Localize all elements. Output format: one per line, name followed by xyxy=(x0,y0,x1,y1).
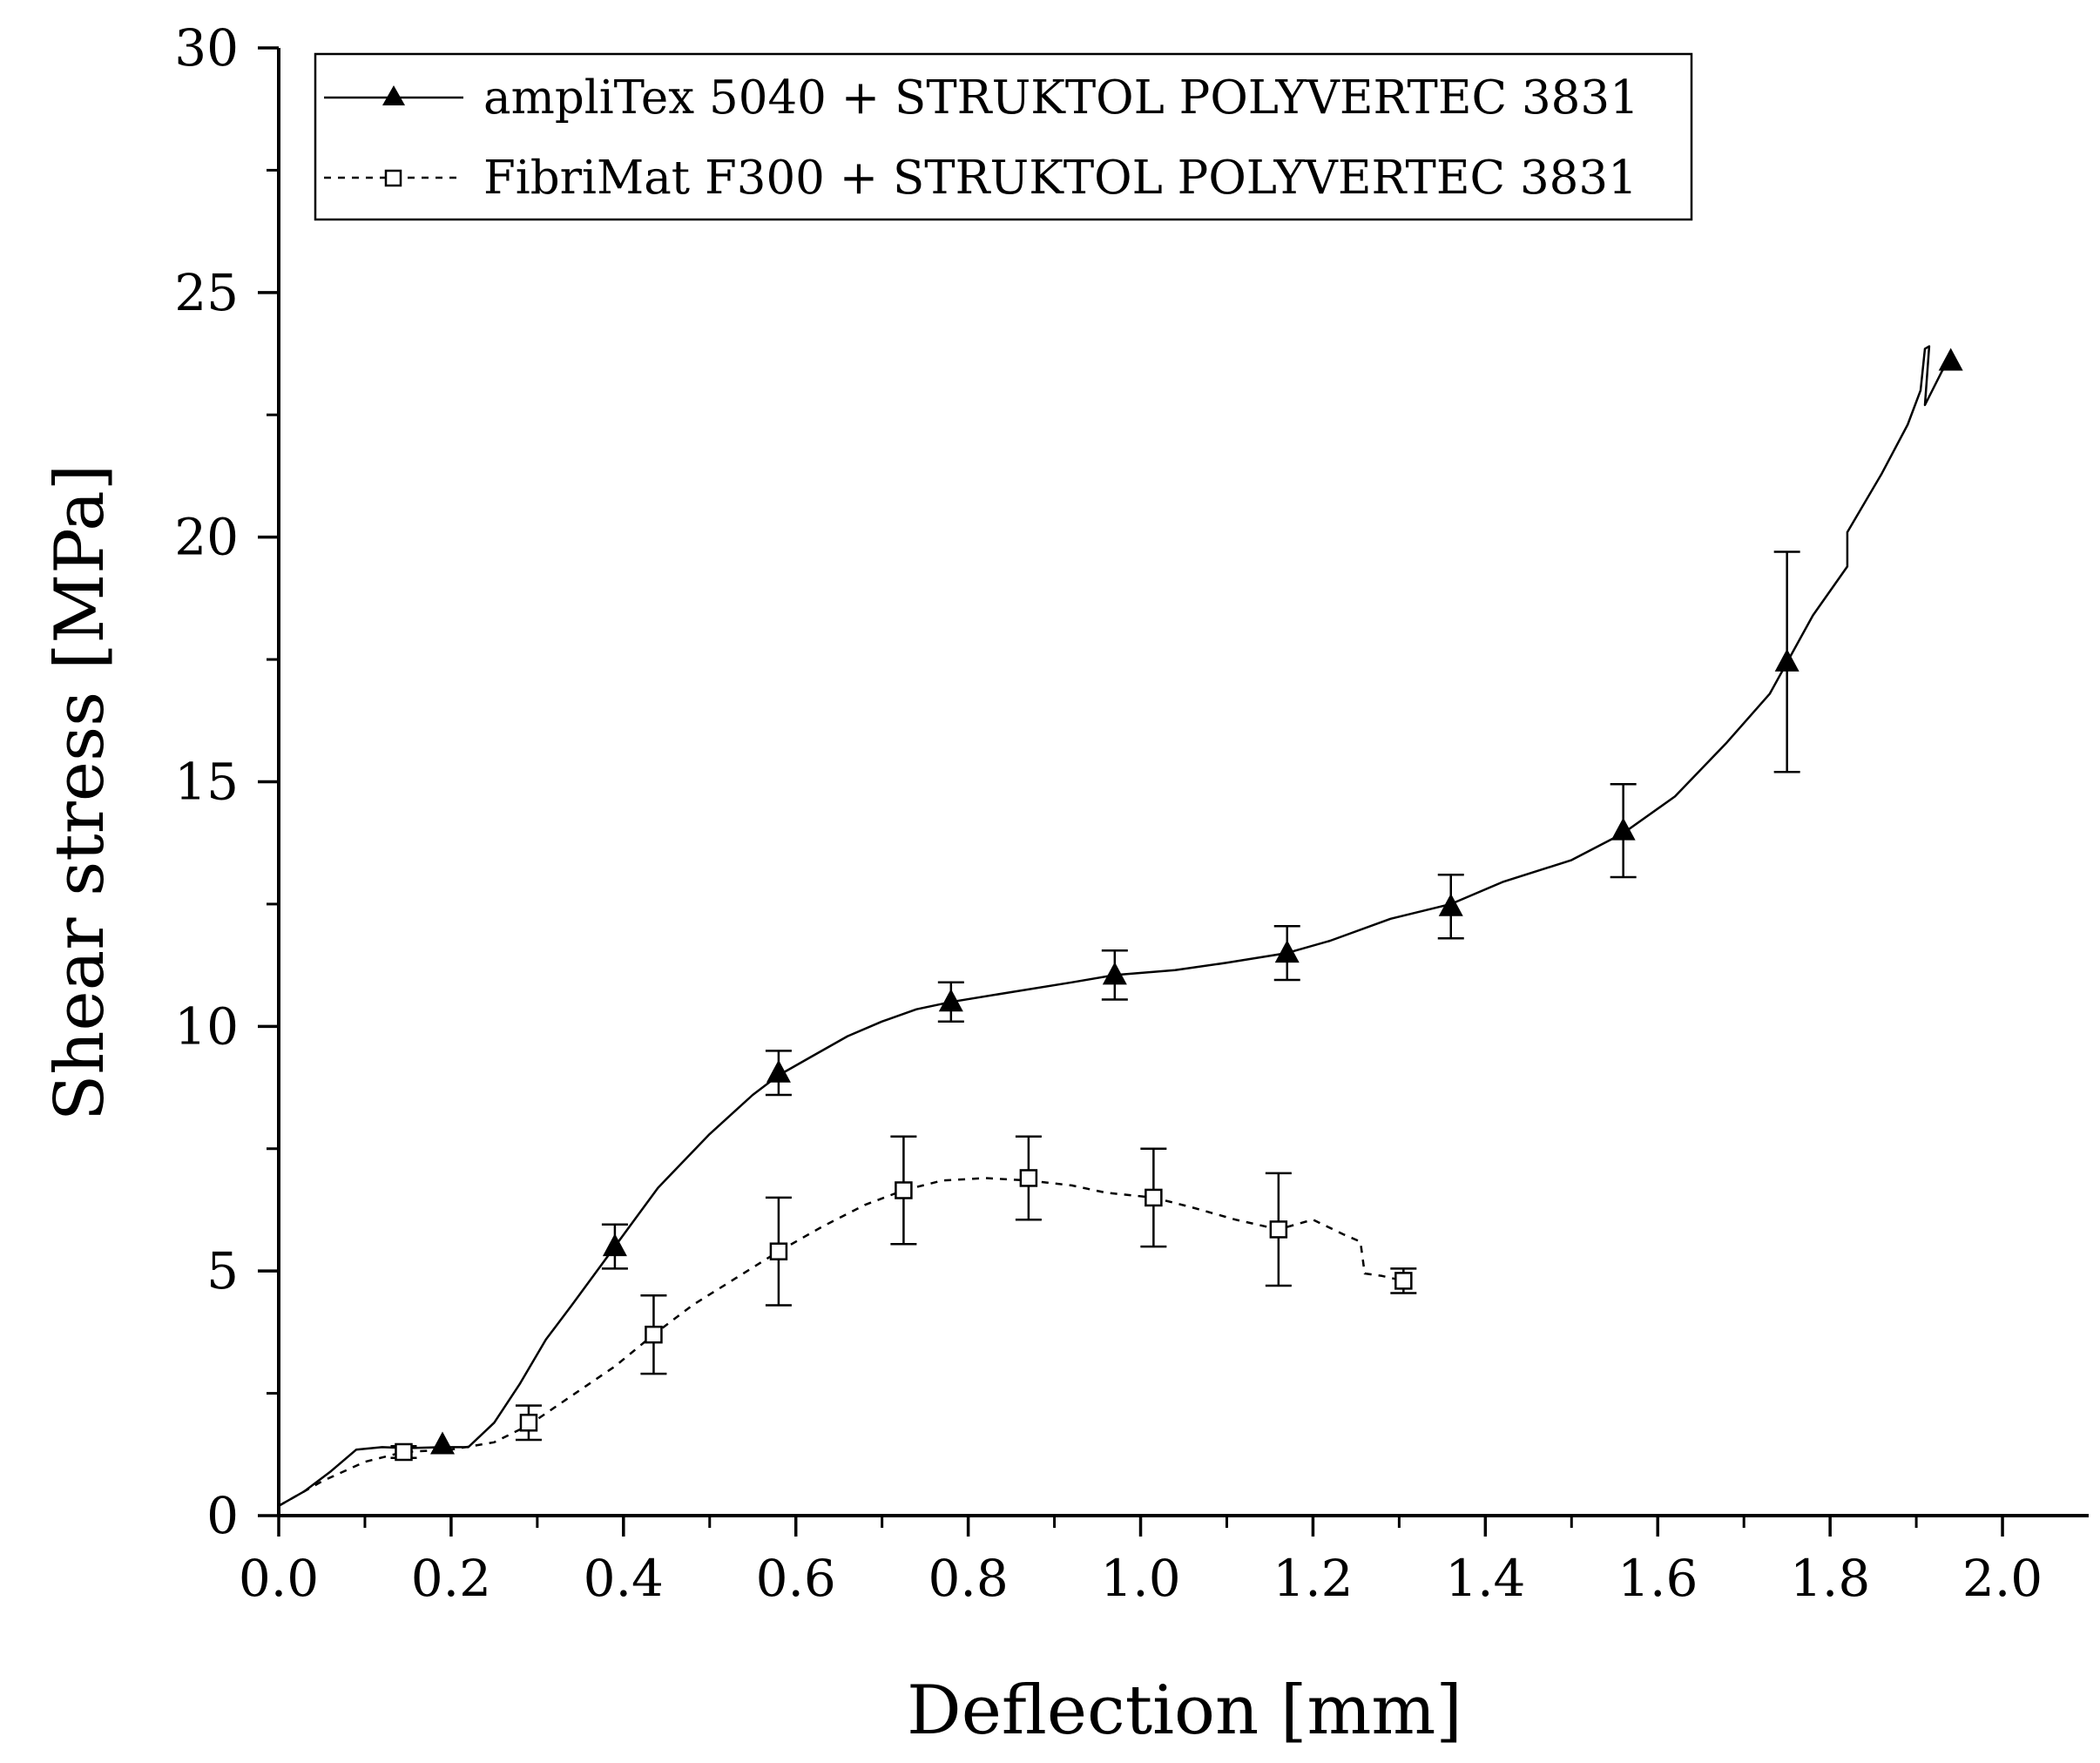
x-tick-label: 2.0 xyxy=(1962,1549,2043,1608)
series-2-line xyxy=(278,1177,1404,1507)
legend-marker-series-1 xyxy=(382,85,405,105)
y-tick-label: 15 xyxy=(174,753,239,812)
data-point-square xyxy=(645,1325,663,1344)
series-2 xyxy=(278,1135,1417,1507)
data-point-square xyxy=(1394,1272,1413,1290)
legend-label-series-2: FibriMat F300 + STRUKTOL POLYVERTEC 3831 xyxy=(483,152,1637,205)
legend-label-series-1: ampliTex 5040 + STRUKTOL POLYVERTEC 3831 xyxy=(483,71,1639,125)
data-point-triangle xyxy=(1274,940,1300,963)
series-layer xyxy=(278,345,1963,1507)
x-tick-label: 1.0 xyxy=(1100,1549,1180,1608)
x-tick-label: 1.4 xyxy=(1445,1549,1525,1608)
x-tick-label: 0.8 xyxy=(928,1549,1008,1608)
legend-marker-series-2 xyxy=(384,169,402,187)
data-point-triangle xyxy=(938,989,963,1012)
data-point-triangle xyxy=(766,1059,791,1083)
x-tick-label: 0.0 xyxy=(239,1549,319,1608)
y-tick-label: 20 xyxy=(174,508,239,567)
x-tick-label: 1.6 xyxy=(1617,1549,1698,1608)
series-1 xyxy=(278,345,1963,1507)
x-tick-label: 0.2 xyxy=(411,1549,491,1608)
legend: ampliTex 5040 + STRUKTOL POLYVERTEC 3831… xyxy=(314,52,1693,221)
y-tick-label: 0 xyxy=(206,1486,239,1545)
x-tick-label: 0.4 xyxy=(584,1549,664,1608)
data-point-square xyxy=(395,1442,413,1462)
x-axis-title: Deflection [mm] xyxy=(907,1672,1462,1750)
data-point-triangle xyxy=(1774,648,1800,672)
series-1-line xyxy=(278,345,1952,1507)
data-point-square xyxy=(1019,1169,1038,1187)
data-point-triangle xyxy=(1102,962,1127,985)
x-tick-label: 0.6 xyxy=(756,1549,836,1608)
data-point-triangle xyxy=(602,1233,627,1257)
data-point-triangle xyxy=(430,1431,456,1455)
x-tick-label: 1.8 xyxy=(1790,1549,1870,1608)
legend-box xyxy=(314,52,1693,221)
y-axis-title: Shear stress [MPa] xyxy=(41,464,119,1121)
y-tick-label: 5 xyxy=(206,1241,239,1300)
data-point-square xyxy=(895,1181,913,1199)
data-point-square xyxy=(1145,1188,1163,1207)
data-point-triangle xyxy=(1438,893,1463,916)
y-tick-label: 25 xyxy=(174,263,239,322)
data-point-square xyxy=(1269,1220,1288,1239)
axis-ticks: 0.0 0.2 0.4 0.6 0.8 1.0 1.2 1.4 1.6 1.8 2.0 0 5 10 15 2… xyxy=(174,18,2043,1608)
data-point-triangle xyxy=(1938,348,1963,371)
data-point-triangle xyxy=(1610,817,1636,841)
axes-frame xyxy=(277,48,2089,1517)
data-point-square xyxy=(519,1414,538,1432)
data-point-square xyxy=(769,1242,788,1260)
y-tick-label: 30 xyxy=(174,18,239,78)
x-tick-label: 1.2 xyxy=(1273,1549,1353,1608)
y-tick-label: 10 xyxy=(174,996,239,1056)
